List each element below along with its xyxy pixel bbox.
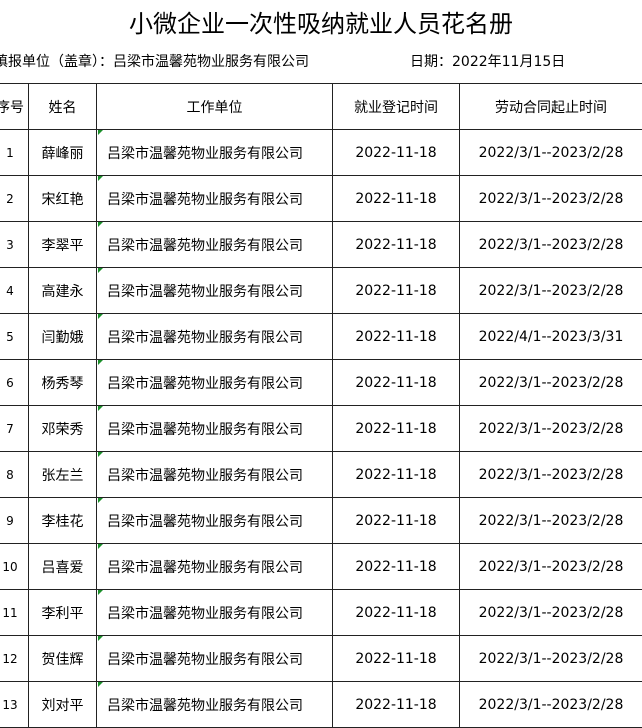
unit-label: 填报单位（盖章）：吕梁市温馨苑物业服务有限公司: [0, 54, 309, 70]
name-cell: 刘对平: [29, 682, 97, 728]
employer-cell: 吕梁市温馨苑物业服务有限公司: [97, 406, 333, 452]
index-cell: 9: [0, 498, 29, 544]
register-date-cell: 2022-11-18: [333, 406, 460, 452]
index-cell: 12: [0, 636, 29, 682]
contract-period-cell: 2022/3/1--2023/2/28: [460, 360, 642, 406]
index-cell: 1: [0, 130, 29, 176]
name-cell: 宋红艳: [29, 176, 97, 222]
comment-marker: [98, 176, 103, 181]
comment-marker: [98, 452, 103, 457]
comment-marker: [98, 498, 103, 503]
employer-cell: 吕梁市温馨苑物业服务有限公司: [97, 682, 333, 728]
index-cell: 13: [0, 682, 29, 728]
index-cell: 2: [0, 176, 29, 222]
comment-marker: [98, 268, 103, 273]
register-date-cell: 2022-11-18: [333, 636, 460, 682]
contract-period-cell: 2022/3/1--2023/2/28: [460, 682, 642, 728]
contract-period-cell: 2022/3/1--2023/2/28: [460, 498, 642, 544]
employer-cell: 吕梁市温馨苑物业服务有限公司: [97, 636, 333, 682]
name-cell: 邓荣秀: [29, 406, 97, 452]
register-date-cell: 2022-11-18: [333, 360, 460, 406]
comment-marker: [98, 636, 103, 641]
comment-marker: [98, 360, 103, 365]
employer-cell: 吕梁市温馨苑物业服务有限公司: [97, 360, 333, 406]
employer-cell: 吕梁市温馨苑物业服务有限公司: [97, 590, 333, 636]
index-cell: 5: [0, 314, 29, 360]
comment-marker: [98, 682, 103, 687]
name-cell: 闫勤娥: [29, 314, 97, 360]
register-date-cell: 2022-11-18: [333, 176, 460, 222]
name-cell: 杨秀琴: [29, 360, 97, 406]
header-cell: 就业登记时间: [333, 84, 460, 130]
index-cell: 4: [0, 268, 29, 314]
header-cell: 序号: [0, 84, 29, 130]
index-cell: 11: [0, 590, 29, 636]
contract-period-cell: 2022/3/1--2023/2/28: [460, 452, 642, 498]
name-cell: 薛峰丽: [29, 130, 97, 176]
name-cell: 李翠平: [29, 222, 97, 268]
index-cell: 6: [0, 360, 29, 406]
index-cell: 3: [0, 222, 29, 268]
register-date-cell: 2022-11-18: [333, 222, 460, 268]
employer-cell: 吕梁市温馨苑物业服务有限公司: [97, 498, 333, 544]
contract-period-cell: 2022/3/1--2023/2/28: [460, 636, 642, 682]
contract-period-cell: 2022/3/1--2023/2/28: [460, 176, 642, 222]
index-cell: 8: [0, 452, 29, 498]
employer-cell: 吕梁市温馨苑物业服务有限公司: [97, 130, 333, 176]
contract-period-cell: 2022/4/1--2023/3/31: [460, 314, 642, 360]
employer-cell: 吕梁市温馨苑物业服务有限公司: [97, 544, 333, 590]
register-date-cell: 2022-11-18: [333, 544, 460, 590]
contract-period-cell: 2022/3/1--2023/2/28: [460, 406, 642, 452]
employer-cell: 吕梁市温馨苑物业服务有限公司: [97, 222, 333, 268]
comment-marker: [98, 222, 103, 227]
register-date-cell: 2022-11-18: [333, 268, 460, 314]
header-cell: 劳动合同起止时间: [460, 84, 642, 130]
name-cell: 李利平: [29, 590, 97, 636]
comment-marker: [98, 590, 103, 595]
name-cell: 高建永: [29, 268, 97, 314]
contract-period-cell: 2022/3/1--2023/2/28: [460, 544, 642, 590]
header-cell: 姓名: [29, 84, 97, 130]
contract-period-cell: 2022/3/1--2023/2/28: [460, 590, 642, 636]
table-border: [0, 83, 642, 84]
employer-cell: 吕梁市温馨苑物业服务有限公司: [97, 314, 333, 360]
employer-cell: 吕梁市温馨苑物业服务有限公司: [97, 268, 333, 314]
name-cell: 吕喜爱: [29, 544, 97, 590]
title: 小微企业一次性吸纳就业人员花名册: [129, 10, 513, 38]
contract-period-cell: 2022/3/1--2023/2/28: [460, 268, 642, 314]
contract-period-cell: 2022/3/1--2023/2/28: [460, 222, 642, 268]
employer-cell: 吕梁市温馨苑物业服务有限公司: [97, 176, 333, 222]
register-date-cell: 2022-11-18: [333, 682, 460, 728]
register-date-cell: 2022-11-18: [333, 498, 460, 544]
date-label: 日期：2022年11月15日: [410, 54, 566, 70]
contract-period-cell: 2022/3/1--2023/2/28: [460, 130, 642, 176]
index-cell: 7: [0, 406, 29, 452]
comment-marker: [98, 544, 103, 549]
name-cell: 张左兰: [29, 452, 97, 498]
comment-marker: [98, 406, 103, 411]
name-cell: 贺佳辉: [29, 636, 97, 682]
register-date-cell: 2022-11-18: [333, 130, 460, 176]
register-date-cell: 2022-11-18: [333, 452, 460, 498]
register-date-cell: 2022-11-18: [333, 590, 460, 636]
employer-cell: 吕梁市温馨苑物业服务有限公司: [97, 452, 333, 498]
index-cell: 10: [0, 544, 29, 590]
register-date-cell: 2022-11-18: [333, 314, 460, 360]
header-cell: 工作单位: [97, 84, 333, 130]
comment-marker: [98, 130, 103, 135]
comment-marker: [98, 314, 103, 319]
name-cell: 李桂花: [29, 498, 97, 544]
